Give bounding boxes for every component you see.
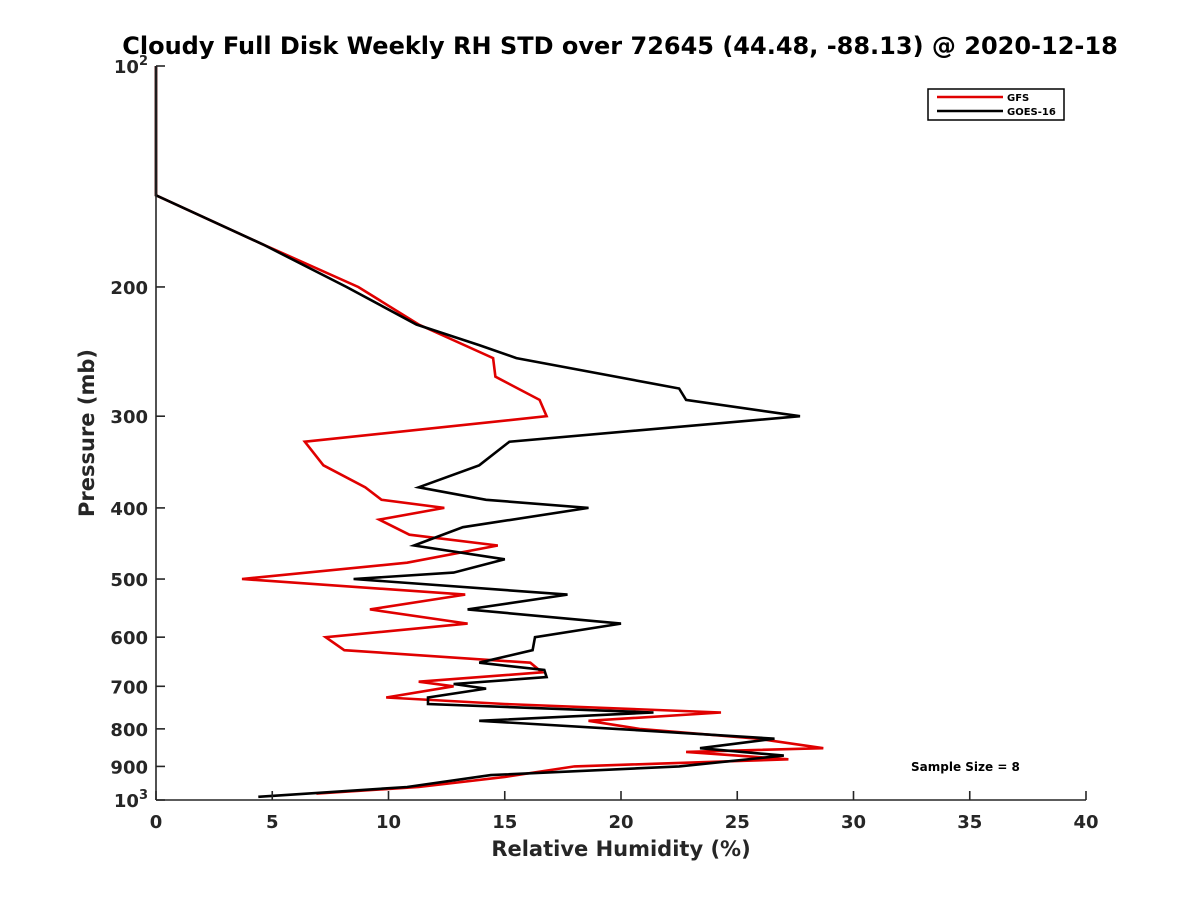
- legend: GFS GOES-16: [927, 88, 1065, 121]
- x-tick-label: 10: [376, 812, 401, 833]
- x-tick-label: 40: [1073, 812, 1098, 833]
- x-tick-label: 0: [150, 812, 163, 833]
- x-tick-label: 25: [725, 812, 750, 833]
- y-tick-label: 200: [110, 278, 148, 299]
- x-tick-label: 35: [957, 812, 982, 833]
- y-tick-label: 102: [114, 54, 148, 78]
- y-axis-label: Pressure (mb): [75, 349, 99, 517]
- y-tick-label: 700: [110, 677, 148, 698]
- y-tick-label: 900: [110, 757, 148, 778]
- x-tick-label: 30: [841, 812, 866, 833]
- y-tick-label: 600: [110, 628, 148, 649]
- legend-label-goes16: GOES-16: [1007, 107, 1056, 118]
- legend-label-gfs: GFS: [1007, 93, 1029, 104]
- x-tick-label: 5: [266, 812, 279, 833]
- chart-title: Cloudy Full Disk Weekly RH STD over 7264…: [122, 32, 1118, 60]
- y-tick-label: 800: [110, 720, 148, 741]
- y-tick-label: 103: [114, 788, 148, 812]
- y-tick-label: 300: [110, 407, 148, 428]
- y-ticks: 102 200 300 400 500 600 700 800 900 103: [110, 54, 165, 812]
- y-tick-label: 400: [110, 499, 148, 520]
- series-line-gfs: [154, 66, 824, 795]
- x-ticks: 0 5 10 15 20 25 30 35 40: [150, 791, 1099, 833]
- legend-box: [927, 88, 1065, 121]
- sample-size-annotation: Sample Size = 8: [911, 760, 1020, 774]
- x-tick-label: 15: [492, 812, 517, 833]
- plot-lines: [154, 66, 824, 799]
- x-axis-label: Relative Humidity (%): [491, 837, 750, 861]
- series-line-goes16: [154, 66, 801, 799]
- y-tick-label: 500: [110, 570, 148, 591]
- x-tick-label: 20: [608, 812, 633, 833]
